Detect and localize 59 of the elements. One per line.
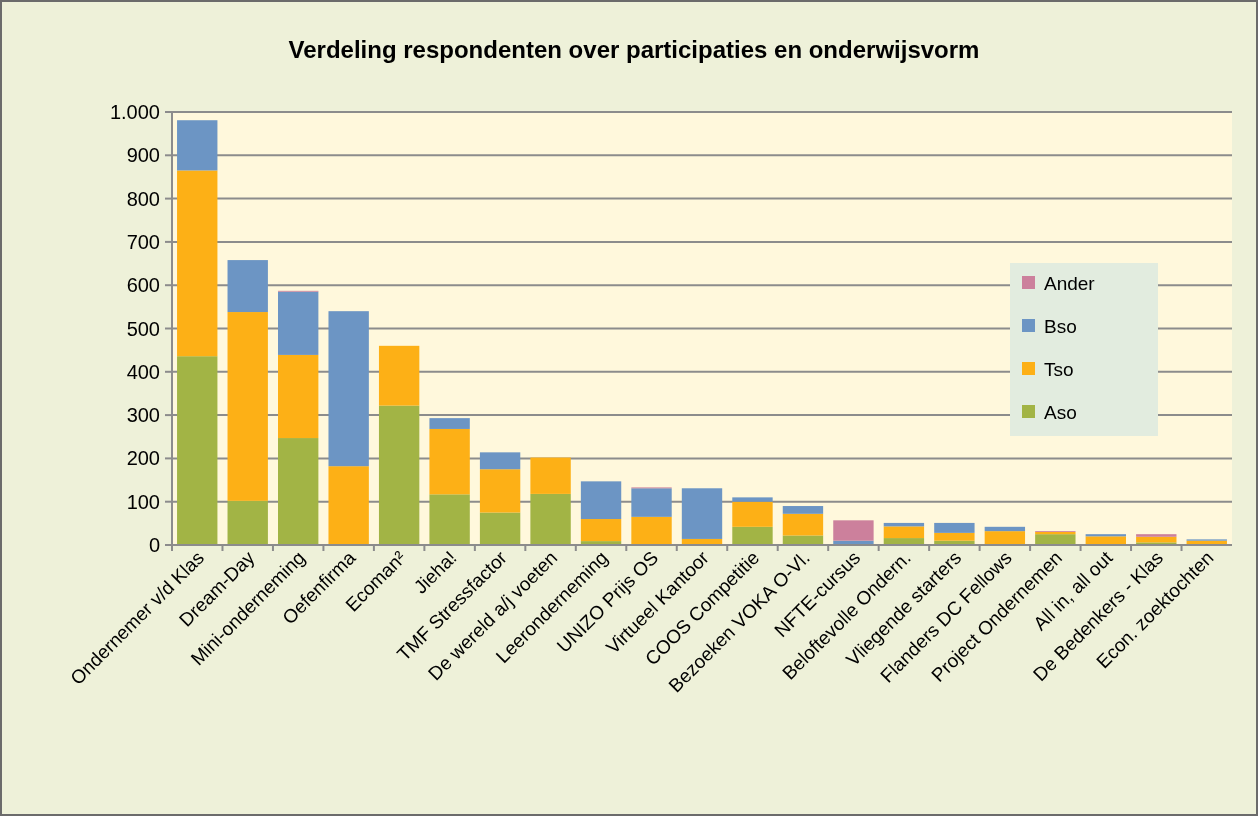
bar bbox=[631, 488, 672, 517]
bar bbox=[328, 311, 369, 467]
bar bbox=[1186, 540, 1227, 545]
bar bbox=[479, 469, 521, 513]
bar bbox=[530, 493, 571, 545]
bar bbox=[378, 405, 420, 545]
bar bbox=[429, 418, 470, 429]
y-tick-label: 1.000 bbox=[109, 101, 160, 123]
bar bbox=[429, 428, 470, 495]
bar bbox=[227, 500, 268, 545]
bar bbox=[580, 481, 622, 520]
bar bbox=[278, 438, 319, 545]
bar bbox=[378, 345, 420, 406]
bar bbox=[1035, 534, 1076, 545]
bar bbox=[631, 516, 672, 545]
bar bbox=[732, 526, 773, 545]
bar bbox=[429, 494, 470, 545]
bar bbox=[782, 513, 824, 536]
bar bbox=[479, 452, 521, 470]
bar bbox=[227, 312, 268, 501]
bar bbox=[177, 170, 218, 357]
bar bbox=[177, 120, 218, 171]
bar bbox=[984, 531, 1026, 545]
legend-label: Ander bbox=[1044, 272, 1096, 294]
bar bbox=[984, 526, 1026, 532]
y-tick-label: 800 bbox=[126, 187, 160, 210]
legend-label: Bso bbox=[1044, 315, 1077, 337]
bar bbox=[177, 356, 218, 545]
bar bbox=[278, 291, 319, 355]
bar bbox=[1085, 534, 1126, 537]
bar bbox=[580, 519, 622, 542]
bar bbox=[934, 532, 975, 541]
y-tick-label: 700 bbox=[126, 230, 160, 253]
y-tick-label: 400 bbox=[126, 360, 160, 383]
bar bbox=[278, 354, 319, 439]
chart-title: Verdeling respondenten over participaties en onderwijsvorm bbox=[288, 36, 980, 63]
bar bbox=[934, 522, 975, 533]
bar bbox=[681, 488, 723, 539]
bar bbox=[732, 497, 773, 502]
bar bbox=[479, 512, 521, 545]
legend-label: Tso bbox=[1044, 358, 1074, 380]
y-tick-label: 200 bbox=[126, 447, 160, 470]
y-tick-label: 300 bbox=[126, 404, 160, 427]
bar bbox=[530, 457, 571, 494]
y-tick-label: 600 bbox=[126, 274, 160, 297]
bar bbox=[732, 501, 773, 527]
y-tick-label: 500 bbox=[126, 317, 160, 340]
bar bbox=[328, 466, 369, 545]
bar bbox=[227, 260, 268, 313]
y-tick-label: 100 bbox=[126, 490, 160, 513]
y-tick-label: 0 bbox=[148, 534, 160, 556]
bar bbox=[1085, 536, 1126, 545]
bar bbox=[833, 520, 874, 541]
legend-label: Aso bbox=[1044, 401, 1077, 423]
bar bbox=[782, 506, 824, 514]
bar bbox=[883, 526, 925, 539]
y-tick-label: 900 bbox=[126, 144, 160, 167]
bar bbox=[1136, 534, 1177, 537]
bar bbox=[782, 535, 824, 545]
